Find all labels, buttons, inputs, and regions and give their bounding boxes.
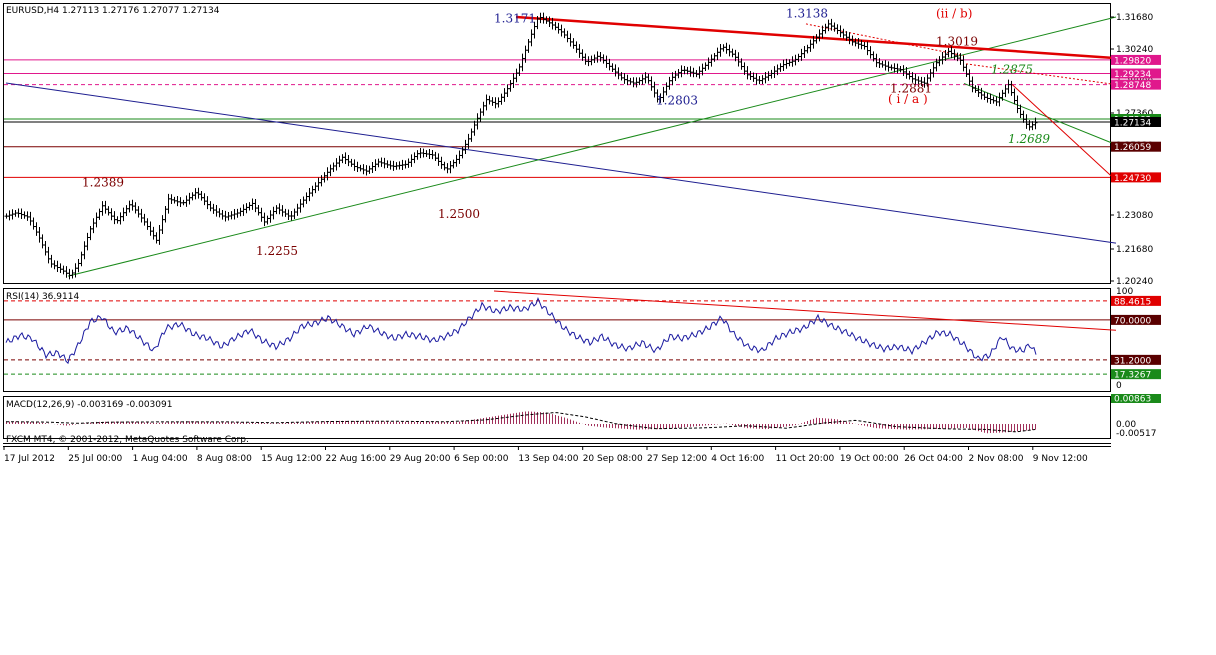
price-axis-label: 1.30240 <box>1116 45 1153 55</box>
rsi-layer <box>4 290 1117 375</box>
price-annotation: 1.3138 <box>786 7 828 21</box>
macd-level-tag-bg <box>1111 394 1161 403</box>
price-level-tag-bg <box>1111 79 1161 90</box>
price-level-tag-label: 1.27134 <box>1114 119 1151 129</box>
price-level-tag-bg <box>1111 172 1161 183</box>
rsi-axis-label: 100 <box>1116 287 1133 297</box>
macd-level-tag-label: 0.00863 <box>1114 395 1151 405</box>
price-level-tag: 1.27134 <box>1111 117 1161 129</box>
price-level-tag: 1.26059 <box>1111 141 1161 153</box>
time-axis-label: 22 Aug 16:00 <box>326 454 387 464</box>
macd-layer <box>5 411 1036 434</box>
price-level-tag: 1.29820 <box>1111 54 1161 66</box>
trendline <box>805 23 965 57</box>
price-annotation: 1.2875 <box>991 63 1033 77</box>
price-annotation: 1.2881 <box>890 82 932 96</box>
time-axis-label: 6 Sep 00:00 <box>454 454 509 464</box>
time-axis-label: 1 Aug 04:00 <box>133 454 188 464</box>
time-axis-label: 8 Aug 08:00 <box>197 454 252 464</box>
time-axis-label: 25 Jul 00:00 <box>68 454 122 464</box>
time-axis-label: 11 Oct 20:00 <box>776 454 835 464</box>
axis-layer: 1.316801.302401.288001.273601.259201.244… <box>3 13 1161 464</box>
price-annotation: 1.3019 <box>936 34 978 48</box>
rsi-level-tag: 88.4615 <box>1111 295 1161 307</box>
macd-axis-label: -0.00517 <box>1116 429 1156 439</box>
price-level-tag-label: 1.29820 <box>1114 56 1151 66</box>
trendline <box>965 63 1117 86</box>
time-axis-label: 2 Nov 08:00 <box>969 454 1024 464</box>
macd-level-tag: 0.00863 <box>1111 394 1161 405</box>
rsi-level-tag-label: 70.0000 <box>1114 316 1151 326</box>
price-level-tag: 1.24730 <box>1111 172 1161 184</box>
rsi-level-tag: 17.3267 <box>1111 369 1161 381</box>
price-annotation: 1.2389 <box>82 176 124 190</box>
price-annotation: 1.2689 <box>1008 132 1050 146</box>
price-axis-label: 1.31680 <box>1116 13 1153 23</box>
price-level-tag-label: 1.29234 <box>1114 70 1151 80</box>
price-level-tag-bg <box>1111 68 1161 79</box>
price-annotation: 1.2255 <box>256 244 298 258</box>
price-level-tag-label: 1.24730 <box>1114 174 1151 184</box>
rsi-panel-frame <box>3 288 1111 392</box>
time-axis-label: 9 Nov 12:00 <box>1033 454 1088 464</box>
macd-title: MACD(12,26,9) -0.003169 -0.003091 <box>6 400 172 410</box>
rsi-level-tag-bg <box>1111 369 1161 380</box>
trendline <box>1010 83 1117 181</box>
price-level-tag-label: 1.28748 <box>1114 81 1151 91</box>
price-annotation: 1.2500 <box>438 207 480 221</box>
rsi-level-tag: 31.2000 <box>1111 354 1161 366</box>
time-axis-label: 19 Oct 00:00 <box>840 454 899 464</box>
rsi-level-tag-label: 17.3267 <box>1114 371 1151 381</box>
price-axis-label: 1.20240 <box>1116 277 1153 287</box>
rsi-level-tag-label: 88.4615 <box>1114 297 1151 307</box>
rsi-axis-label: 0 <box>1116 381 1122 391</box>
copyright-label: FXCM MT4, © 2001-2012, MetaQuotes Softwa… <box>6 435 249 445</box>
rsi-level-tag-bg <box>1111 354 1161 365</box>
time-axis-label: 17 Jul 2012 <box>4 454 55 464</box>
time-axis-label: 26 Oct 04:00 <box>904 454 963 464</box>
rsi-level-tag-bg <box>1111 295 1161 306</box>
price-annotation: ( i / a ) <box>888 92 928 106</box>
price-annotation: 1.2803 <box>656 94 698 108</box>
time-axis-label: 15 Aug 12:00 <box>261 454 322 464</box>
macd-panel-frame <box>3 396 1111 439</box>
rsi-level-tag-label: 31.2000 <box>1114 356 1151 366</box>
trendline <box>963 82 1117 146</box>
rsi-trendline <box>493 290 1117 331</box>
price-level-tag-bg <box>1111 141 1161 152</box>
macd-signal-line <box>5 412 1036 433</box>
rsi-level-tag: 70.0000 <box>1111 314 1161 326</box>
time-axis-label: 27 Sep 12:00 <box>647 454 707 464</box>
rsi-level-tag-bg <box>1111 314 1161 325</box>
time-axis-label: 20 Sep 08:00 <box>583 454 643 464</box>
time-axis-label: 29 Aug 20:00 <box>390 454 451 464</box>
price-annotation: (ii / b) <box>936 7 972 21</box>
time-axis-label: 4 Oct 16:00 <box>711 454 764 464</box>
price-layer: 1.3171 1.3138 1.2803 (ii / b) 1.3019 1.2875 1.… <box>4 7 1117 280</box>
price-level-tag-bg <box>1111 117 1161 127</box>
price-panel-frame <box>3 3 1111 284</box>
rsi-line <box>5 297 1037 365</box>
time-axis-label: 13 Sep 04:00 <box>518 454 578 464</box>
price-axis-label: 1.23080 <box>1116 211 1153 221</box>
price-annotation: 1.3171 <box>494 11 536 25</box>
rsi-title: RSI(14) 36.9114 <box>6 292 79 302</box>
symbol-header: EURUSD,H4 1.27113 1.27176 1.27077 1.2713… <box>6 6 220 16</box>
price-level-tag-bg <box>1111 54 1161 65</box>
price-axis-label: 1.21680 <box>1116 245 1153 255</box>
price-level-tag: 1.28748 <box>1111 79 1161 91</box>
price-level-tag-label: 1.26059 <box>1114 143 1151 153</box>
price-level-tag: 1.29234 <box>1111 68 1161 80</box>
macd-axis-label: 0.00 <box>1116 420 1136 430</box>
trendline <box>5 82 1117 244</box>
